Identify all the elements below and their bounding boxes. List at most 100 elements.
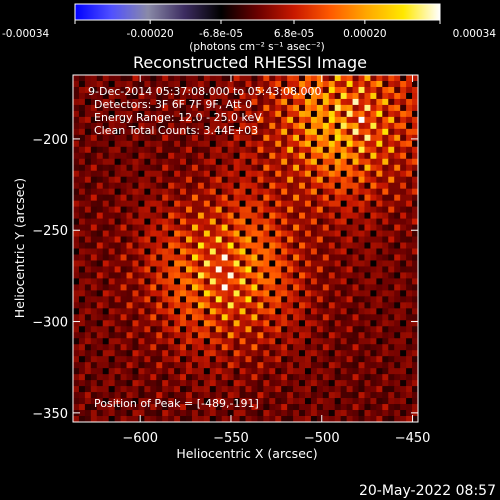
heatmap-cell — [84, 368, 92, 375]
heatmap-cell — [108, 116, 116, 124]
heatmap-cell — [239, 332, 247, 339]
heatmap-cell — [233, 368, 241, 375]
heatmap-cell — [96, 80, 104, 88]
heatmap-cell — [310, 410, 318, 417]
heatmap-cell — [406, 218, 413, 226]
heatmap-cell — [364, 80, 372, 88]
heatmap-cell — [162, 260, 169, 268]
heatmap-cell — [304, 386, 312, 393]
heatmap-cell — [293, 98, 300, 106]
heatmap-cell — [126, 356, 134, 363]
heatmap-cell — [215, 284, 223, 291]
heatmap-cell — [78, 152, 86, 160]
heatmap-cell — [162, 272, 169, 280]
heatmap-cell — [406, 302, 413, 309]
heatmap-cell — [251, 338, 258, 345]
heatmap-cell — [108, 416, 116, 422]
heatmap-cell — [174, 236, 181, 244]
heatmap-cell — [406, 75, 413, 82]
heatmap-cell — [281, 248, 288, 256]
heatmap-cell — [186, 290, 193, 297]
heatmap-cell — [120, 164, 128, 172]
heatmap-cell — [334, 290, 342, 297]
heatmap-cell — [281, 206, 288, 214]
heatmap-cell — [281, 320, 288, 327]
heatmap-cell — [400, 146, 407, 154]
heatmap-cell — [73, 170, 80, 178]
heatmap-cell — [156, 188, 163, 196]
heatmap-cell — [400, 296, 407, 303]
heatmap-cell — [310, 75, 318, 82]
heatmap-cell — [340, 302, 348, 309]
heatmap-cell — [394, 194, 401, 202]
heatmap-cell — [150, 356, 157, 363]
heatmap-cell — [209, 296, 217, 303]
heatmap-cell — [293, 116, 300, 124]
heatmap-cell — [358, 290, 366, 297]
heatmap-cell — [168, 248, 175, 256]
heatmap-cell — [394, 170, 401, 178]
heatmap-cell — [174, 80, 181, 88]
heatmap-cell — [406, 176, 413, 184]
heatmap-cell — [78, 98, 86, 106]
heatmap-cell — [257, 404, 264, 411]
heatmap-cell — [328, 194, 336, 202]
heatmap-cell — [114, 308, 122, 315]
heatmap-cell — [388, 224, 395, 232]
heatmap-cell — [144, 170, 151, 178]
heatmap-cell — [108, 200, 116, 208]
heatmap-cell — [96, 332, 104, 339]
heatmap-cell — [108, 404, 116, 411]
heatmap-cell — [120, 302, 128, 309]
heatmap-cell — [215, 176, 223, 184]
heatmap-cell — [394, 314, 401, 321]
heatmap-cell — [328, 176, 336, 184]
heatmap-cell — [78, 266, 86, 274]
heatmap-cell — [215, 188, 223, 196]
heatmap-cell — [310, 170, 318, 178]
heatmap-cell — [132, 272, 140, 280]
heatmap-cell — [352, 248, 360, 256]
heatmap-cell — [108, 110, 116, 118]
heatmap-cell — [84, 380, 92, 387]
heatmap-cell — [346, 326, 354, 333]
heatmap-cell — [370, 158, 377, 166]
heatmap-cell — [275, 248, 282, 256]
heatmap-cell — [239, 242, 247, 250]
heatmap-cell — [126, 230, 134, 238]
heatmap-cell — [203, 392, 211, 399]
heatmap-cell — [370, 374, 377, 381]
heatmap-cell — [364, 248, 372, 256]
heatmap-cell — [114, 200, 122, 208]
heatmap-cell — [132, 266, 140, 274]
heatmap-cell — [370, 92, 377, 100]
heatmap-cell — [263, 284, 270, 291]
heatmap-cell — [186, 206, 193, 214]
heatmap-cell — [376, 116, 383, 124]
heatmap-cell — [322, 374, 330, 381]
heatmap-cell — [257, 218, 264, 226]
heatmap-cell — [78, 368, 86, 375]
heatmap-cell — [233, 242, 241, 250]
heatmap-cell — [304, 308, 312, 315]
heatmap-cell — [215, 158, 223, 166]
heatmap-cell — [138, 152, 145, 160]
heatmap-cell — [221, 152, 229, 160]
heatmap-cell — [126, 146, 134, 154]
heatmap-cell — [406, 170, 413, 178]
heatmap-cell — [209, 182, 217, 190]
heatmap-cell — [394, 146, 401, 154]
colorbar-tick-label: 0.00034 — [453, 28, 497, 40]
heatmap-cell — [334, 200, 342, 208]
heatmap-cell — [138, 194, 145, 202]
heatmap-cell — [203, 266, 211, 274]
heatmap-cell — [203, 302, 211, 309]
heatmap-cell — [120, 182, 128, 190]
heatmap-cell — [394, 368, 401, 375]
heatmap-cell — [245, 416, 253, 422]
heatmap-cell — [316, 230, 324, 238]
heatmap-cell — [203, 116, 211, 124]
heatmap-cell — [245, 338, 253, 345]
colorbar-tick-label: -6.8e-05 — [199, 28, 243, 40]
heatmap-cell — [180, 80, 187, 88]
